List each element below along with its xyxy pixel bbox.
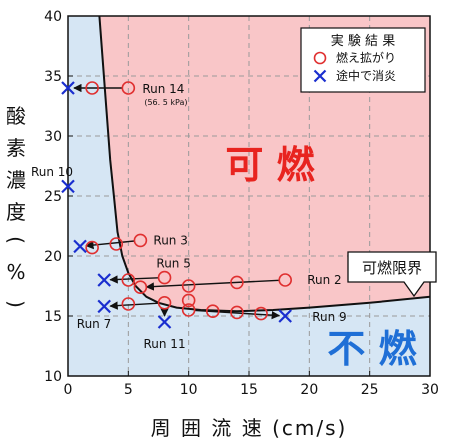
flame-spread-point: [157, 295, 172, 310]
run-label: Run 3: [153, 233, 187, 247]
y-axis-label-char: 度: [6, 200, 26, 224]
flame-spread-point: [181, 279, 196, 293]
flame-spread-point: [206, 304, 220, 319]
nonflammable-label: 不 燃: [327, 327, 417, 371]
flame-spread-point: [121, 297, 136, 311]
x-axis-label: 周 囲 流 速 (cm/s): [150, 416, 348, 440]
legend-entry-label: 燃え拡がり: [336, 50, 396, 65]
x-tick-label: 10: [180, 382, 198, 398]
flame-spread-point: [133, 280, 148, 295]
legend-title: 実 験 結 果: [331, 33, 395, 49]
y-tick-label: 40: [44, 9, 62, 25]
run-arrows: [73, 83, 281, 320]
flame-spread-point: [157, 270, 172, 285]
y-axis-label-char: (: [4, 236, 28, 244]
limit-callout-box: [347, 251, 437, 298]
y-axis-label-char: ): [4, 300, 28, 308]
flame-spread-point: [278, 273, 293, 287]
flame-spread-point: [121, 273, 136, 287]
run-arrow: [145, 279, 280, 291]
y-axis-label-char: 酸: [6, 104, 26, 128]
region-labels: 可 燃不 燃: [225, 143, 417, 371]
y-axis-label-char: %: [6, 260, 26, 284]
flame-spread-point: [230, 305, 244, 320]
run-label: Run 14: [142, 82, 184, 96]
run-label-note: (56. 5 kPa): [144, 98, 187, 107]
extinction-point: [73, 239, 87, 254]
limit-callout: 可燃限界: [347, 251, 437, 298]
legend-entry-label: 途中で消炎: [336, 68, 396, 83]
flame-spread-point: [109, 237, 124, 251]
x-tick-label: 5: [124, 382, 133, 398]
data-points: [61, 81, 293, 329]
run-label: Run 11: [143, 337, 185, 351]
run-label: Run 7: [77, 317, 111, 331]
legend-x-marker: [313, 69, 327, 83]
run-label: Run 10: [31, 165, 73, 179]
legend-circle-marker: [313, 51, 327, 65]
x-tick-label: 20: [300, 382, 318, 398]
flame-spread-point: [230, 275, 244, 290]
flammability-limit-curve: [98, 16, 430, 313]
run-label: Run 2: [307, 273, 341, 287]
y-tick-label: 20: [44, 249, 62, 265]
flame-spread-point: [254, 306, 268, 321]
flame-spread-point: [85, 81, 99, 95]
x-tick-label: 30: [421, 382, 439, 398]
x-tick-label: 15: [240, 382, 258, 398]
limit-callout-text: 可燃限界: [362, 259, 422, 277]
flame-spread-point: [121, 81, 136, 95]
x-tick-label: 0: [64, 382, 73, 398]
extinction-point: [97, 299, 111, 314]
y-tick-label: 35: [44, 69, 62, 85]
y-axis-label-char: 素: [6, 136, 26, 160]
y-axis-label-char: 濃: [6, 168, 26, 192]
run-arrow: [194, 309, 281, 320]
run-label: Run 5: [156, 257, 190, 271]
extinction-point: [157, 315, 172, 329]
flame-spread-point: [133, 233, 148, 248]
y-tick-label: 10: [44, 369, 62, 385]
y-tick-label: 30: [44, 129, 62, 145]
extinction-point: [278, 309, 292, 323]
y-tick-label: 15: [44, 309, 62, 325]
extinction-point: [61, 81, 75, 95]
flammable-label: 可 燃: [225, 143, 315, 187]
extinction-point: [61, 179, 75, 194]
legend-box: [300, 27, 426, 93]
run-label: Run 9: [312, 310, 346, 324]
run-labels: Run 14 (56. 5 kPa) Run 10 Run 3 Run 5 Run 2 Ru…: [31, 82, 347, 351]
y-tick-label: 25: [44, 189, 62, 205]
extinction-point: [97, 273, 111, 287]
flame-spread-point: [85, 240, 99, 255]
axis-ticks: 0 5 10 15 20 25 30 10 15 20 25 30 35 40: [44, 9, 439, 398]
flame-spread-point: [181, 293, 196, 308]
flame-spread-point: [181, 303, 196, 317]
x-tick-label: 25: [361, 382, 379, 398]
